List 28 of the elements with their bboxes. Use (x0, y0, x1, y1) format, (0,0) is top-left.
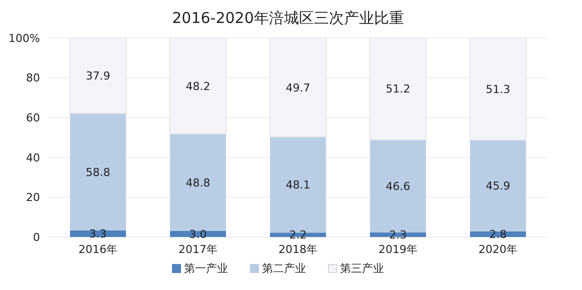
y-tick-label: 0 (33, 230, 40, 244)
x-tick-label: 2017年 (178, 242, 218, 256)
data-label: 49.7 (286, 81, 310, 94)
data-label: 51.2 (386, 82, 410, 96)
y-tick-label: 40 (26, 151, 40, 164)
data-label: 45.9 (486, 180, 510, 193)
legend-label: 第一产业 (184, 261, 228, 276)
x-tick-label: 2016年 (78, 242, 118, 256)
data-label: 51.3 (486, 82, 510, 96)
data-label: 46.6 (386, 180, 410, 193)
y-tick-label: 60 (26, 112, 40, 125)
data-label: 48.8 (186, 176, 210, 190)
x-tick-label: 2019年 (378, 242, 418, 256)
bar (470, 140, 526, 232)
y-tick-label: 20 (26, 191, 40, 204)
data-label: 37.9 (86, 70, 110, 83)
x-tick-label: 2020年 (478, 242, 518, 256)
y-tick-label: 80 (26, 72, 40, 85)
bar (170, 134, 226, 232)
y-tick-label: 100% (8, 32, 40, 45)
legend-label: 第二产业 (262, 261, 306, 276)
legend-label: 第三产业 (340, 261, 384, 276)
data-label: 58.8 (86, 166, 110, 179)
chart-title: 2016-2020年涪城区三次产业比重 (171, 8, 405, 29)
data-label: 48.1 (286, 178, 310, 192)
bar (70, 113, 126, 230)
x-tick-label: 2018年 (278, 242, 318, 256)
data-label: 48.2 (186, 80, 210, 93)
